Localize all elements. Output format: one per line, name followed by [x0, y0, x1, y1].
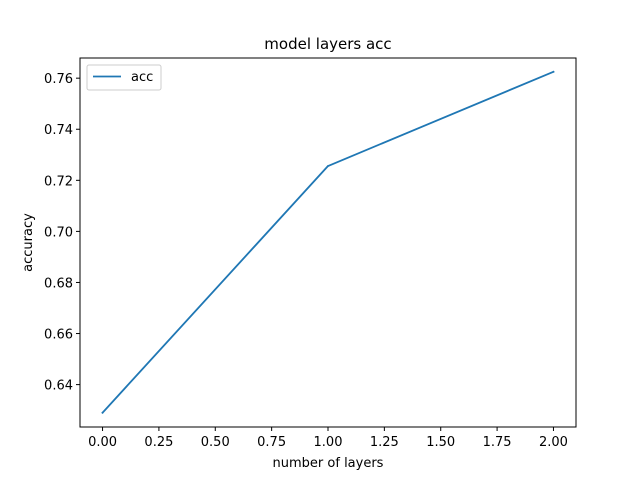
x-tick-label-5: 1.25 [370, 435, 399, 450]
axes-frame [79, 57, 577, 428]
y-tick-label-4: 0.72 [44, 174, 73, 189]
x-tick-label-0: 0.00 [88, 435, 117, 450]
x-tick-label-3: 0.75 [257, 435, 286, 450]
y-axis-label: accuracy [21, 213, 36, 272]
y-tick-label-0: 0.64 [44, 379, 73, 394]
data-point-acc-2 [552, 70, 555, 73]
x-tick-label-4: 1.00 [314, 435, 343, 450]
y-tick-label-2: 0.68 [44, 276, 73, 291]
data-point-acc-1 [327, 165, 329, 167]
y-tick-label-6: 0.76 [44, 72, 73, 87]
x-tick-label-7: 1.75 [483, 435, 512, 450]
x-tick-label-1: 0.25 [144, 435, 173, 450]
y-tick-label-1: 0.66 [44, 328, 73, 343]
legend-box [86, 64, 162, 91]
y-tick-label-3: 0.70 [44, 225, 73, 240]
x-tick-label-8: 2.00 [539, 435, 568, 450]
y-tick-label-5: 0.74 [44, 123, 73, 138]
plot-area: 0.00 0.25 0.50 0.75 1.00 1.25 1.50 1.75 2.00 0.64… [44, 70, 568, 450]
data-point-acc-0 [101, 411, 104, 414]
x-tick-label-2: 0.50 [201, 435, 230, 450]
legend-label-acc: acc [131, 70, 153, 85]
x-tick-label-6: 1.50 [426, 435, 455, 450]
legend: acc [86, 64, 162, 91]
chart-title: model layers acc [264, 35, 391, 53]
x-axis-label: number of layers [273, 456, 384, 471]
